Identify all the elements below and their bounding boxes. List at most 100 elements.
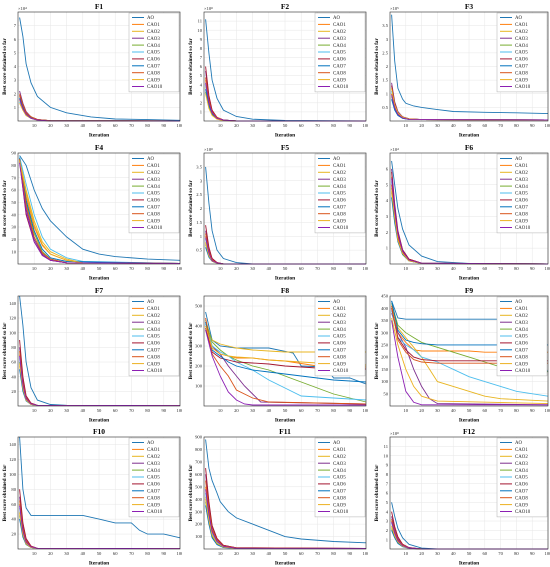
x-tick-label: 80 [514, 551, 519, 556]
legend-label: CAO8 [147, 71, 160, 76]
series-line-ao [205, 19, 367, 122]
legend-label: AO [147, 16, 155, 21]
y-tick-label: 0.5 [196, 248, 202, 253]
y-tick-label: 80 [11, 163, 16, 168]
legend-label: CAO4 [515, 328, 528, 333]
x-axis-label: Iteration [89, 133, 109, 139]
axis-exponent: ×10⁵ [390, 6, 399, 11]
y-tick-label: 2 [386, 528, 389, 533]
chart-panel-9: 10 20 30 40 50 60 70 80 90 100 50 100 150 200 250 300 35… [374, 286, 550, 424]
legend-label: CAO7 [515, 490, 528, 495]
y-tick-label: 20 [11, 532, 16, 537]
y-tick-label: 60 [11, 502, 16, 507]
legend-label: CAO8 [147, 496, 160, 501]
legend-label: CAO3 [147, 37, 160, 42]
x-tick-label: 10 [32, 123, 37, 128]
series-line-cao7 [391, 300, 548, 346]
legend-label: CAO6 [333, 483, 346, 488]
legend-label: AO [515, 157, 523, 162]
x-axis-label: Iteration [275, 133, 295, 139]
y-tick-label: 300 [195, 344, 203, 349]
y-tick-label: 1 [14, 105, 17, 110]
series-line-cao5 [391, 310, 549, 397]
y-tick-label: 80 [11, 487, 16, 492]
legend-label: AO [515, 16, 523, 21]
y-tick-label: 5 [200, 73, 203, 78]
x-tick-label: 100 [363, 551, 368, 556]
legend-label: AO [147, 441, 155, 446]
y-tick-label: 2 [386, 64, 389, 69]
x-tick-label: 100 [545, 551, 550, 556]
x-tick-label: 30 [64, 123, 69, 128]
y-tick-label: 120 [9, 457, 17, 462]
x-tick-label: 60 [113, 266, 118, 271]
x-tick-label: 80 [331, 266, 336, 271]
y-tick-label: 11 [198, 19, 203, 24]
series-line-cao1 [391, 308, 548, 353]
legend-label: CAO3 [147, 321, 160, 326]
x-tick-label: 40 [451, 551, 456, 556]
series-line-ao [19, 436, 181, 539]
x-tick-label: 10 [404, 551, 409, 556]
legend-label: CAO9 [333, 219, 346, 224]
x-tick-label: 70 [498, 408, 503, 413]
x-tick-label: 80 [514, 266, 519, 271]
legend-label: CAO8 [333, 355, 346, 360]
axis-exponent: ×10⁸ [204, 6, 213, 11]
x-tick-label: 40 [451, 408, 456, 413]
legend-label: CAO7 [147, 349, 160, 354]
x-tick-label: 10 [218, 266, 223, 271]
x-tick-label: 90 [530, 123, 535, 128]
y-tick-label: 1 [200, 110, 203, 115]
legend-label: CAO1 [333, 448, 346, 453]
x-tick-label: 10 [404, 408, 409, 413]
legend-label: CAO9 [515, 503, 528, 508]
legend-label: CAO1 [147, 448, 160, 453]
legend-label: AO [147, 157, 155, 162]
x-tick-label: 100 [177, 266, 182, 271]
x-tick-label: 80 [331, 408, 336, 413]
legend-label: CAO8 [515, 355, 528, 360]
legend-label: CAO5 [333, 476, 346, 481]
legend-label: CAO8 [333, 212, 346, 217]
legend-label: CAO1 [333, 23, 346, 28]
series-line-cao10 [391, 178, 549, 265]
axes-box [389, 11, 549, 122]
chart-title: F8 [281, 286, 290, 295]
x-tick-label: 90 [348, 266, 353, 271]
y-tick-label: 250 [381, 342, 389, 347]
x-tick-label: 40 [81, 408, 86, 413]
y-tick-label: 1 [386, 537, 389, 542]
y-tick-label: 5 [14, 50, 17, 55]
legend-label: CAO9 [333, 362, 346, 367]
legend-label: AO [333, 157, 341, 162]
x-tick-label: 90 [162, 551, 167, 556]
x-tick-label: 10 [32, 266, 37, 271]
y-tick-label: 7 [386, 481, 389, 486]
x-tick-label: 100 [545, 408, 550, 413]
x-tick-label: 60 [299, 551, 304, 556]
y-tick-label: 350 [381, 318, 389, 323]
x-axis-label: Iteration [459, 418, 479, 424]
series-line-ao [19, 17, 181, 121]
y-tick-label: 1 [386, 91, 389, 96]
y-axis-label: Best score obtained so far [188, 322, 194, 379]
legend-label: CAO9 [333, 78, 346, 83]
x-tick-label: 100 [363, 266, 368, 271]
y-tick-label: 400 [195, 497, 203, 502]
y-tick-label: 3 [386, 214, 389, 219]
x-tick-label: 70 [498, 551, 503, 556]
legend-label: CAO10 [147, 369, 163, 374]
y-axis-label: Best score obtained so far [2, 464, 8, 521]
x-tick-label: 20 [234, 408, 239, 413]
chart-panel-10: 10 20 30 40 50 60 70 80 90 100 20 40 60 80 100 120 140 F1… [2, 427, 182, 567]
y-tick-label: 6 [14, 37, 17, 42]
legend-label: CAO8 [147, 212, 160, 217]
x-tick-label: 80 [145, 266, 150, 271]
series-line-ao [205, 311, 367, 385]
series-line-cao5 [205, 323, 367, 401]
legend-label: CAO10 [515, 369, 531, 374]
x-tick-label: 70 [315, 266, 320, 271]
y-tick-label: 80 [11, 345, 16, 350]
y-tick-label: 5 [386, 182, 389, 187]
